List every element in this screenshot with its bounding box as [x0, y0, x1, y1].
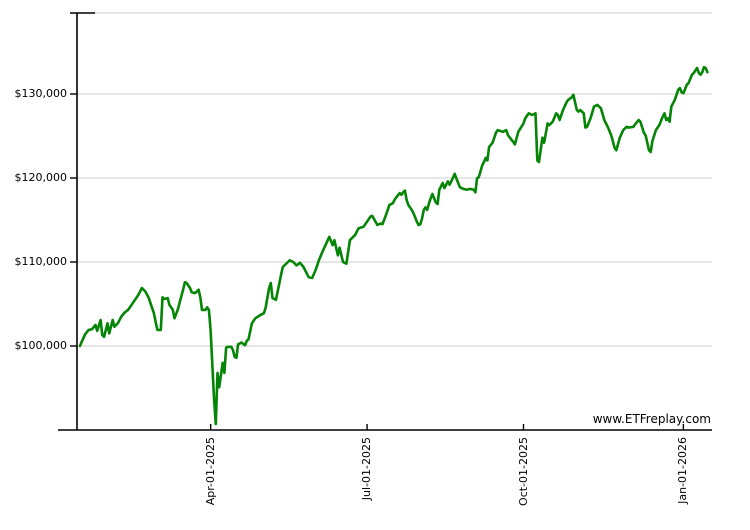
watermark-text: www.ETFreplay.com	[592, 412, 711, 426]
x-axis-label: Jul-01-2025	[360, 437, 374, 501]
x-axis-label: Jan-01-2026	[676, 437, 690, 504]
x-axis-label: Apr-01-2025	[203, 437, 217, 506]
y-axis-label: $110,000	[14, 255, 68, 268]
price-line	[78, 65, 709, 426]
y-axis-label: $130,000	[14, 87, 68, 100]
y-axis-label: $120,000	[14, 171, 68, 184]
y-axis-label: $100,000	[14, 339, 68, 352]
x-axis-label: Oct-01-2025	[516, 437, 530, 506]
